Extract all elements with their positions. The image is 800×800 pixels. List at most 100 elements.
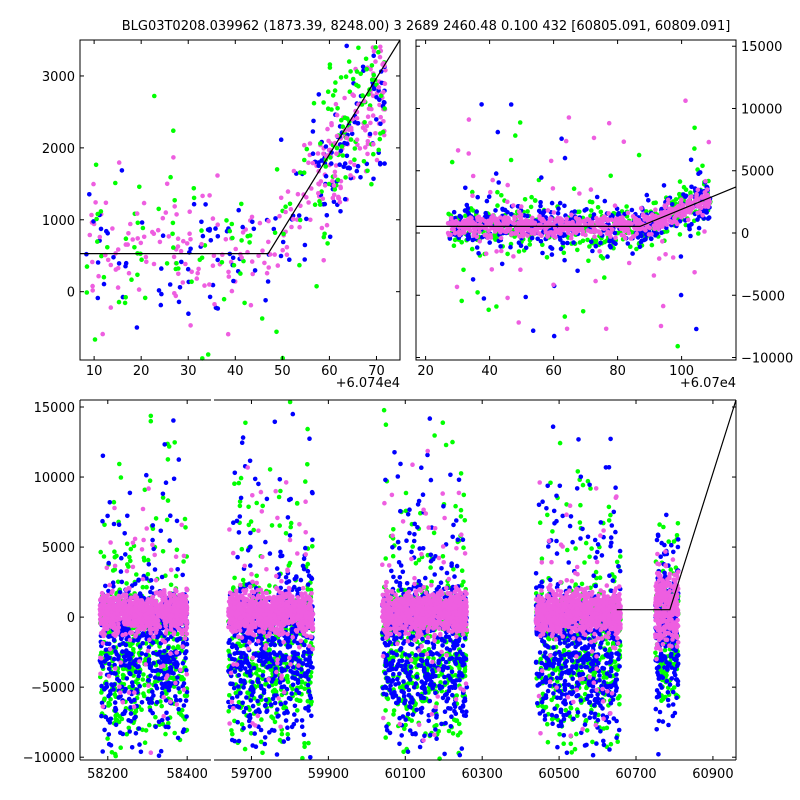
data-point-pink [519,204,524,209]
data-point-blue [151,546,156,552]
data-point-pink [475,215,480,220]
data-point-blue [106,634,112,639]
data-point-blue [559,136,564,141]
data-point-pink [334,112,340,118]
data-point-pink [89,212,94,218]
data-point-green [283,204,288,209]
data-point-blue [148,578,154,583]
data-point-pink [180,280,186,285]
data-point-pink [373,131,378,136]
data-point-green [297,217,303,223]
data-point-green [312,202,318,207]
data-point-green [95,211,100,217]
data-point-green [303,479,308,484]
data-point-blue [153,724,158,730]
data-point-blue [184,714,189,719]
data-point-green [242,746,248,752]
data-point-green [274,167,280,172]
data-point-green [544,254,550,260]
data-point-blue [128,661,134,666]
data-point-pink [514,230,519,235]
data-point-blue [487,240,493,245]
data-point-pink [308,217,313,223]
data-point-blue [508,102,514,107]
data-point-pink [477,239,483,244]
data-point-green [297,170,303,175]
x-tick-label: 30 [180,364,197,379]
data-point-pink [704,192,710,198]
data-point-green [326,181,332,187]
data-point-pink [175,244,181,249]
data-point-blue [575,268,580,274]
data-point-blue [207,226,213,232]
data-point-green [505,251,510,257]
data-point-pink [152,619,157,624]
data-point-blue [157,649,163,655]
data-point-green [205,352,211,357]
data-point-pink [649,212,655,217]
data-point-green [580,309,586,314]
data-point-pink [118,660,123,665]
data-point-blue [250,680,255,685]
data-point-green [129,277,134,283]
data-point-pink [180,644,185,649]
data-point-blue [250,703,256,709]
data-point-green [377,136,383,142]
data-point-pink [517,234,522,239]
data-point-pink [93,200,98,205]
data-point-green [340,153,346,158]
data-point-green [285,679,291,685]
data-point-pink [320,196,326,201]
data-point-blue [607,238,612,244]
data-point-green [260,750,265,756]
data-point-blue [305,682,311,688]
data-point-pink [306,160,311,166]
data-point-pink [103,200,109,206]
data-point-green [141,672,146,677]
data-point-blue [163,681,168,686]
data-point-green [333,80,338,85]
data-point-pink [588,187,594,192]
data-point-blue [239,440,245,446]
data-point-blue [644,192,650,198]
data-point-pink [653,207,658,212]
top-right-x-offset-label: +6.07e4 [680,376,736,391]
data-point-pink [130,237,135,242]
data-point-blue [126,718,131,723]
data-point-blue [231,278,236,284]
data-point-green [135,272,140,278]
data-point-pink [125,242,130,247]
data-point-blue [112,700,118,705]
data-point-pink [324,222,330,228]
data-point-pink [601,226,607,231]
data-point-blue [696,171,701,176]
data-point-blue [111,521,117,527]
x-tick-label: 70 [368,364,385,379]
data-point-green [305,462,310,467]
data-point-blue [184,668,189,673]
data-point-blue [319,158,324,163]
data-point-blue [87,192,92,197]
data-point-blue [181,703,187,708]
x-tick-label: 20 [133,364,150,379]
data-point-green [140,677,146,682]
data-point-pink [507,219,513,224]
data-point-pink [117,690,123,695]
data-point-pink [656,256,662,261]
y-tick-label: −5000 [741,289,785,304]
data-point-pink [164,181,170,187]
data-point-blue [525,213,530,219]
data-point-pink [683,98,688,103]
data-point-blue [371,53,377,59]
data-point-pink [178,592,183,598]
data-point-green [354,69,360,74]
data-point-pink [171,254,177,260]
data-point-pink [484,223,490,228]
data-point-blue [165,716,170,721]
data-point-blue [158,528,164,534]
data-point-blue [274,566,280,571]
data-point-pink [591,135,597,141]
data-point-pink [505,228,511,234]
data-point-pink [366,106,372,112]
data-point-blue [127,671,132,676]
